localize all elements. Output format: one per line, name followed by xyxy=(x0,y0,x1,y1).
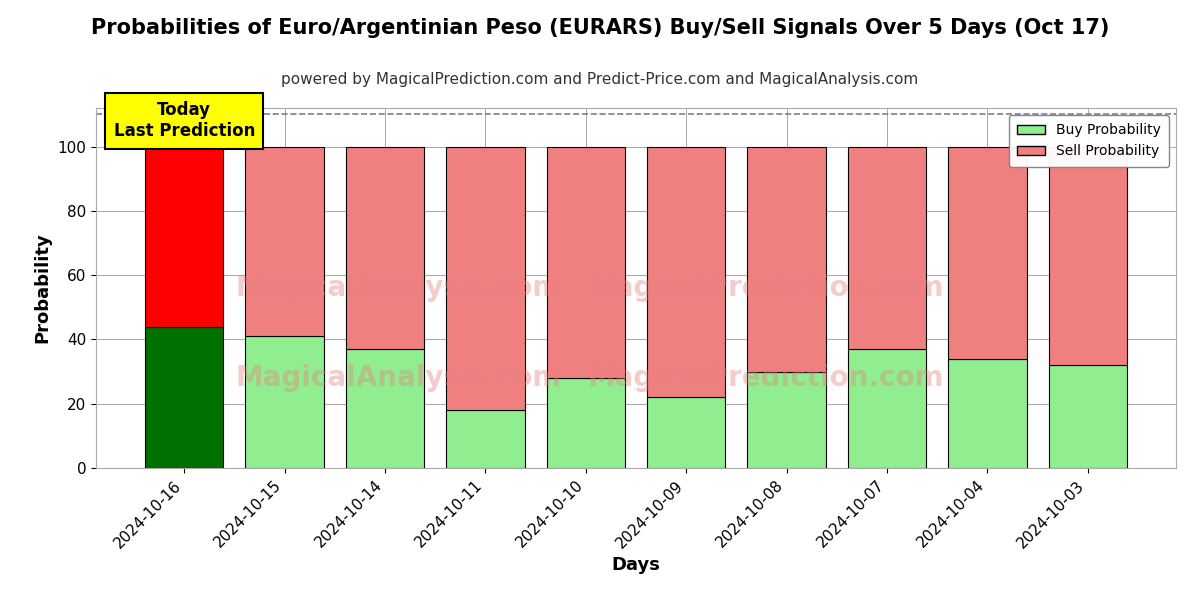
Bar xyxy=(145,146,223,326)
Text: MagicalPrediction.com: MagicalPrediction.com xyxy=(587,274,944,302)
Bar xyxy=(1049,365,1127,468)
Bar xyxy=(145,326,223,468)
Bar xyxy=(948,146,1026,359)
Bar xyxy=(647,397,725,468)
Text: Today
Last Prediction: Today Last Prediction xyxy=(114,101,254,140)
Bar xyxy=(848,146,926,349)
X-axis label: Days: Days xyxy=(612,556,660,574)
Bar xyxy=(647,146,725,397)
Bar xyxy=(848,349,926,468)
Text: MagicalPrediction.com: MagicalPrediction.com xyxy=(587,364,944,392)
Bar xyxy=(748,146,826,371)
Bar xyxy=(547,378,625,468)
Bar xyxy=(246,336,324,468)
Bar xyxy=(1049,146,1127,365)
Bar xyxy=(446,410,524,468)
Bar xyxy=(748,371,826,468)
Text: powered by MagicalPrediction.com and Predict-Price.com and MagicalAnalysis.com: powered by MagicalPrediction.com and Pre… xyxy=(281,72,919,87)
Bar xyxy=(246,146,324,336)
Bar xyxy=(346,349,424,468)
Bar xyxy=(948,359,1026,468)
Bar xyxy=(446,146,524,410)
Text: Probabilities of Euro/Argentinian Peso (EURARS) Buy/Sell Signals Over 5 Days (Oc: Probabilities of Euro/Argentinian Peso (… xyxy=(91,18,1109,38)
Text: MagicalAnalysis.com: MagicalAnalysis.com xyxy=(235,364,562,392)
Text: MagicalAnalysis.com: MagicalAnalysis.com xyxy=(235,274,562,302)
Bar xyxy=(346,146,424,349)
Y-axis label: Probability: Probability xyxy=(34,233,52,343)
Bar xyxy=(547,146,625,378)
Legend: Buy Probability, Sell Probability: Buy Probability, Sell Probability xyxy=(1009,115,1169,167)
